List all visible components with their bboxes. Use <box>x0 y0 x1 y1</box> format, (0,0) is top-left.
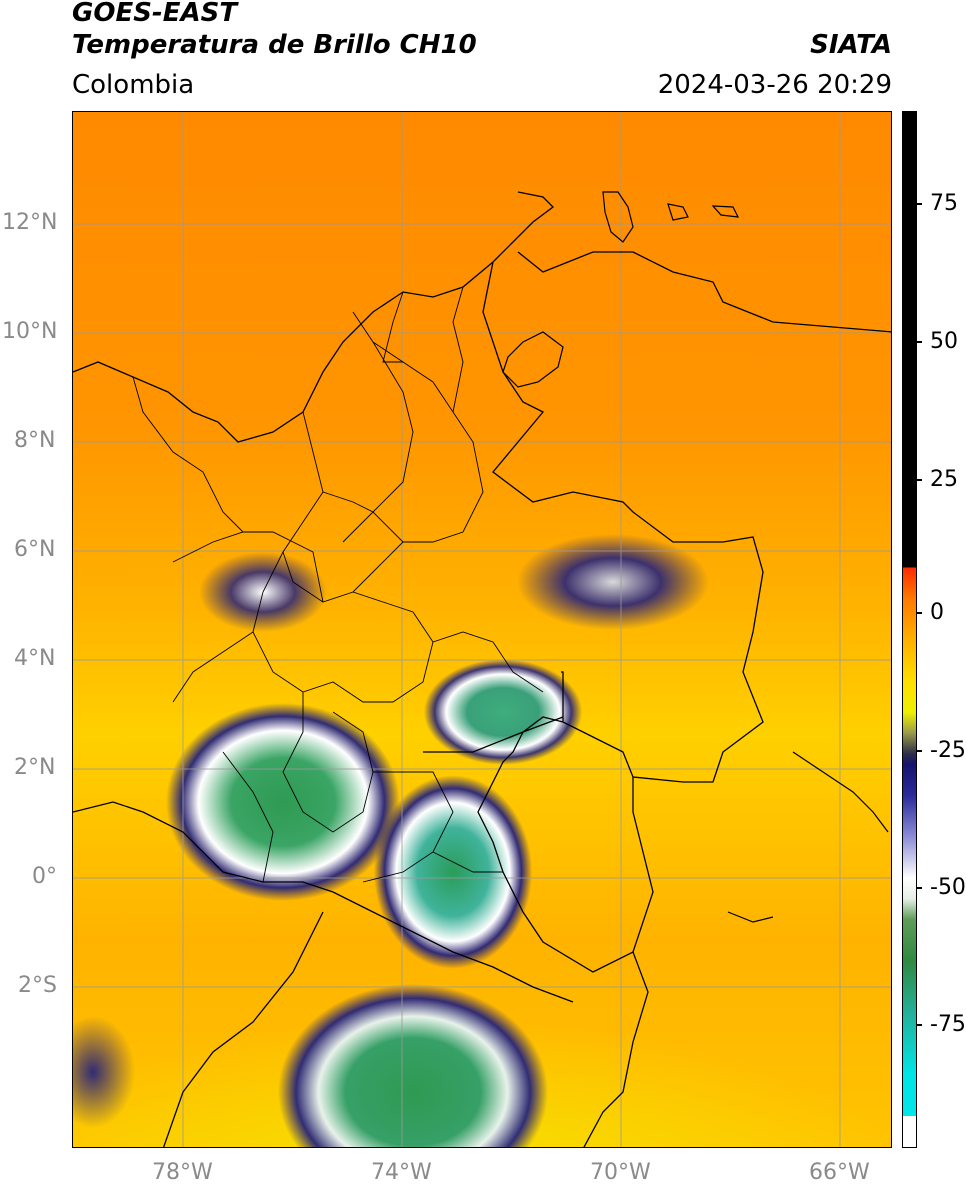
colorbar-tick <box>916 750 922 752</box>
title-satellite: GOES-EAST <box>72 0 238 28</box>
lon-label-74w: 74°W <box>371 1160 432 1185</box>
lat-label-2n: 2°N <box>14 755 56 780</box>
colorbar-label-75: 75 <box>930 191 958 216</box>
lat-label-2s: 2°S <box>18 973 57 998</box>
colorbar <box>902 111 917 1148</box>
colorbar-tick <box>916 203 922 205</box>
colorbar-tick <box>916 1024 922 1026</box>
lon-label-78w: 78°W <box>152 1160 213 1185</box>
organization-label: SIATA <box>810 30 892 60</box>
title-product: Temperatura de Brillo CH10 <box>72 30 477 60</box>
lon-label-66w: 66°W <box>809 1160 870 1185</box>
colorbar-tick <box>916 479 922 481</box>
colorbar-label-0: 0 <box>930 600 944 625</box>
lon-label-70w: 70°W <box>590 1160 651 1185</box>
colorbar-label-25: 25 <box>930 467 958 492</box>
graticule <box>73 112 891 1147</box>
lat-label-6n: 6°N <box>14 537 56 562</box>
department-borders <box>132 286 544 883</box>
colorbar-label-minus50: -50 <box>930 875 966 900</box>
lat-label-4n: 4°N <box>14 646 56 671</box>
lat-label-10n: 10°N <box>2 319 58 344</box>
lat-label-12n: 12°N <box>2 210 58 235</box>
lat-label-0: 0° <box>32 864 57 889</box>
colorbar-label-50: 50 <box>930 329 958 354</box>
satellite-map <box>72 111 892 1148</box>
colorbar-tick <box>916 341 922 343</box>
map-overlay <box>73 112 891 1147</box>
region-label: Colombia <box>72 70 195 100</box>
colorbar-label-minus25: -25 <box>930 738 966 763</box>
colorbar-tick <box>916 612 922 614</box>
colorbar-tick <box>916 887 922 889</box>
colorbar-label-minus75: -75 <box>930 1012 966 1037</box>
country-borders <box>73 191 891 1147</box>
lat-label-8n: 8°N <box>14 428 56 453</box>
datetime-label: 2024-03-26 20:29 <box>657 70 892 100</box>
coastline-islands <box>502 191 889 923</box>
